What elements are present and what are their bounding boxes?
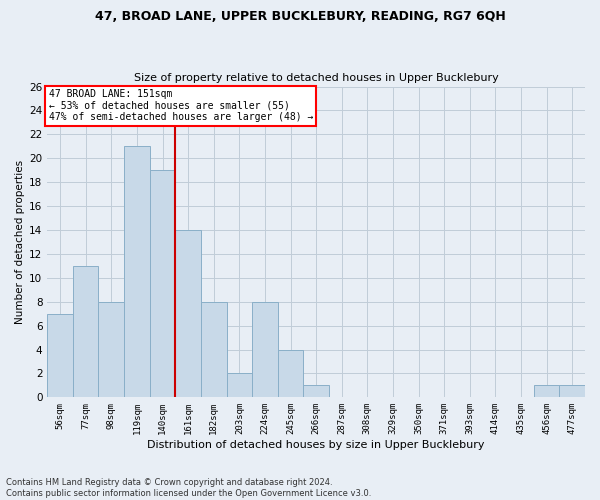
Bar: [534, 386, 559, 398]
Bar: [150, 170, 175, 398]
Bar: [98, 302, 124, 398]
Bar: [252, 302, 278, 398]
Title: Size of property relative to detached houses in Upper Bucklebury: Size of property relative to detached ho…: [134, 73, 499, 83]
Bar: [201, 302, 227, 398]
Bar: [124, 146, 150, 398]
Y-axis label: Number of detached properties: Number of detached properties: [15, 160, 25, 324]
Bar: [73, 266, 98, 398]
Bar: [47, 314, 73, 398]
Text: Contains HM Land Registry data © Crown copyright and database right 2024.
Contai: Contains HM Land Registry data © Crown c…: [6, 478, 371, 498]
X-axis label: Distribution of detached houses by size in Upper Bucklebury: Distribution of detached houses by size …: [148, 440, 485, 450]
Bar: [175, 230, 201, 398]
Bar: [304, 386, 329, 398]
Text: 47, BROAD LANE, UPPER BUCKLEBURY, READING, RG7 6QH: 47, BROAD LANE, UPPER BUCKLEBURY, READIN…: [95, 10, 505, 23]
Text: 47 BROAD LANE: 151sqm
← 53% of detached houses are smaller (55)
47% of semi-deta: 47 BROAD LANE: 151sqm ← 53% of detached …: [49, 89, 313, 122]
Bar: [278, 350, 304, 398]
Bar: [559, 386, 585, 398]
Bar: [227, 374, 252, 398]
